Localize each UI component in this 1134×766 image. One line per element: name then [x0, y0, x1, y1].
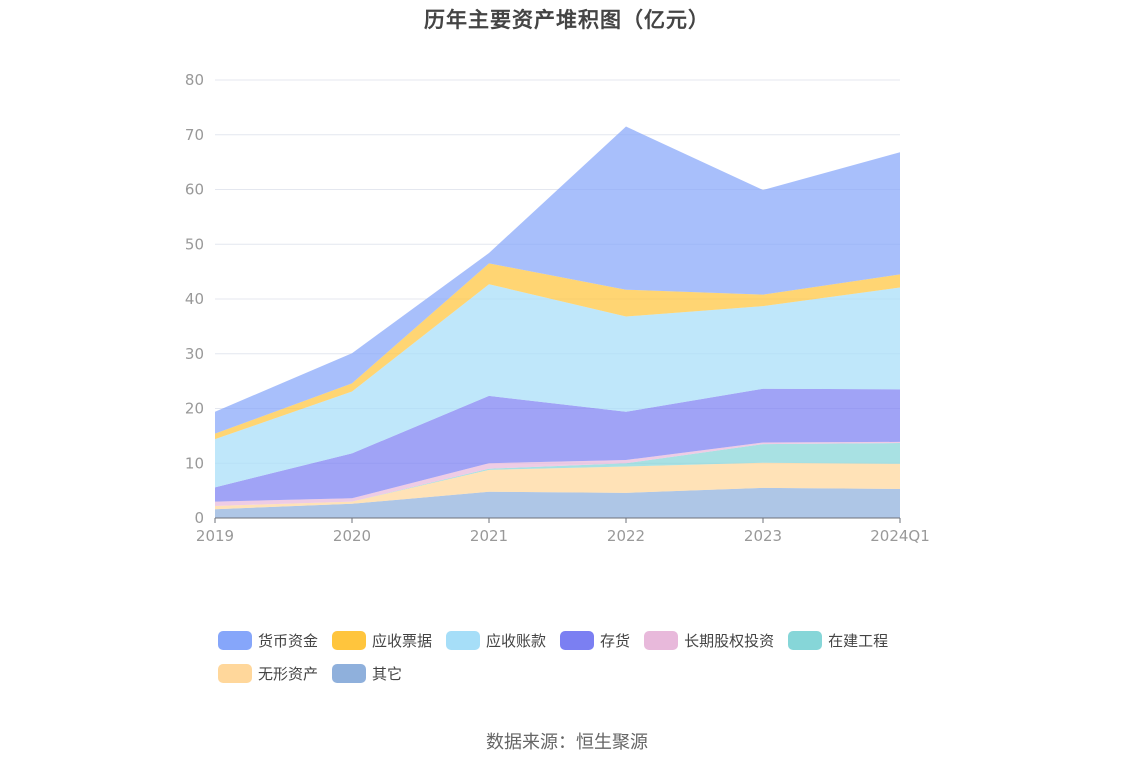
- y-tick-label: 70: [185, 126, 204, 144]
- y-tick-label: 10: [185, 454, 204, 472]
- chart-title: 历年主要资产堆积图（亿元）: [424, 8, 710, 32]
- area-series-0: [215, 487, 900, 518]
- legend-swatch: [560, 630, 595, 650]
- area-series-7: [215, 126, 900, 434]
- legend-label: 应收票据: [372, 631, 433, 650]
- legend-label: 货币资金: [258, 631, 319, 650]
- area-series-6: [215, 263, 900, 440]
- area-series-1: [215, 462, 900, 510]
- area-series-4: [215, 388, 900, 502]
- legend-item[interactable]: 其它: [332, 661, 402, 685]
- y-tick-label: 80: [185, 71, 204, 89]
- legend-item[interactable]: 在建工程: [788, 628, 888, 652]
- x-tick-label: 2021: [470, 527, 508, 545]
- legend-item[interactable]: 无形资产: [218, 661, 318, 685]
- axis-layer: 0 10 20 30 40 50 60 70 80 2019 2020 2021 2022 2023 202…: [185, 71, 930, 545]
- area-series-5: [215, 284, 900, 488]
- legend-swatch: [788, 630, 823, 650]
- legend-label: 长期股权投资: [684, 631, 775, 650]
- area-layer: [215, 126, 900, 518]
- legend-label: 在建工程: [828, 631, 889, 650]
- legend-swatch: [446, 630, 481, 650]
- source-note: 数据来源：恒生聚源: [486, 732, 648, 753]
- legend-swatch: [332, 630, 367, 650]
- y-tick-label: 0: [194, 509, 204, 527]
- area-series-3: [215, 441, 900, 506]
- legend-label: 无形资产: [258, 664, 319, 683]
- legend-label: 存货: [600, 631, 631, 650]
- legend-item[interactable]: 应收账款: [446, 628, 546, 652]
- legend-swatch: [218, 630, 252, 650]
- y-tick-label: 50: [185, 235, 204, 253]
- legend-item[interactable]: 货币资金: [218, 628, 318, 652]
- y-tick-label: 30: [185, 345, 204, 363]
- x-tick-label: 2020: [333, 527, 371, 545]
- legend-swatch: [218, 663, 252, 683]
- legend-swatch: [644, 630, 679, 650]
- y-tick-label: 60: [185, 181, 204, 199]
- x-tick-label: 2024Q1: [870, 527, 930, 545]
- x-tick-label: 2023: [744, 527, 782, 545]
- x-tick-label: 2019: [196, 527, 234, 545]
- legend-label: 应收账款: [486, 631, 547, 650]
- legend: 货币资金 应收票据 应收账款 存货 长期股权投资 在建工程无形资产 其它: [218, 628, 938, 685]
- legend-label: 其它: [372, 664, 403, 683]
- x-tick-label: 2022: [607, 527, 645, 545]
- legend-item[interactable]: 长期股权投资: [644, 628, 774, 652]
- legend-item[interactable]: 应收票据: [332, 628, 432, 652]
- legend-swatch: [332, 663, 367, 683]
- legend-item[interactable]: 存货: [560, 628, 630, 652]
- area-series-2: [215, 442, 900, 506]
- y-tick-label: 40: [185, 290, 204, 308]
- y-tick-label: 20: [185, 400, 204, 418]
